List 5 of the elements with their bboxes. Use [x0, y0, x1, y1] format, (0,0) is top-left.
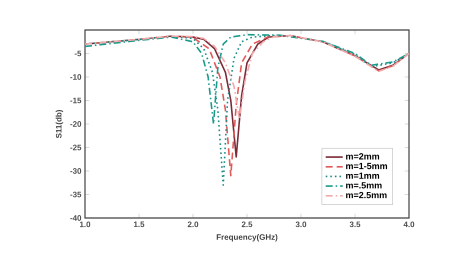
legend-label: m=.5mm [346, 182, 382, 189]
legend-label: m=2mm [346, 153, 380, 160]
legend-label: m=1-5mm [346, 162, 388, 170]
legend-label: m=2.5mm [346, 192, 387, 198]
legend-label: m=1mm [346, 172, 380, 179]
